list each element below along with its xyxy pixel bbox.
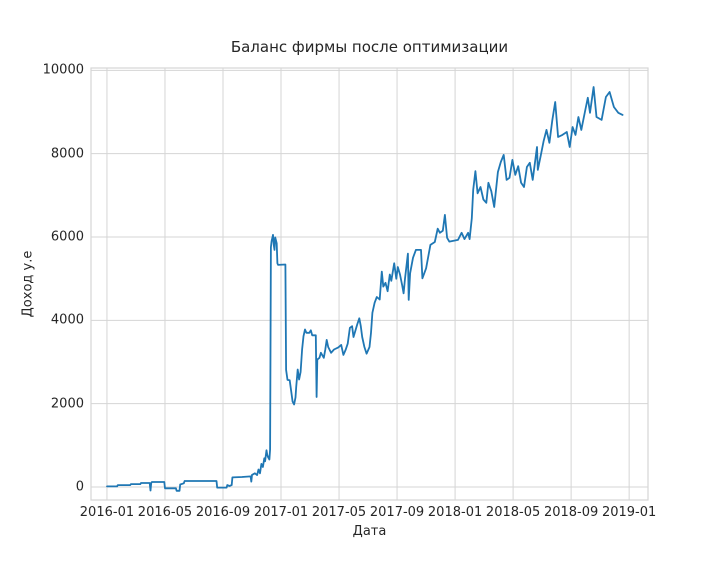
x-tick-label: 2017-05: [311, 505, 367, 520]
x-tick-label: 2018-05: [485, 505, 541, 520]
chart-title: Баланс фирмы после оптимизации: [230, 38, 509, 56]
y-tick-label: 2000: [50, 396, 84, 412]
y-tick-label: 0: [75, 479, 84, 495]
y-tick-label: 10000: [42, 62, 84, 78]
y-tick-label: 4000: [50, 312, 84, 328]
x-tick-label: 2016-09: [195, 505, 251, 520]
x-tick-label: 2019-01: [601, 505, 657, 520]
x-tick-label: 2016-01: [79, 505, 135, 520]
x-tick-label: 2018-09: [543, 505, 599, 520]
y-tick-label: 6000: [50, 229, 84, 245]
balance-line: [106, 86, 624, 492]
plot-border: [90, 67, 649, 501]
x-tick-label: 2017-09: [369, 505, 425, 520]
x-tick-label: 2018-01: [427, 505, 483, 520]
x-tick-label: 2016-05: [137, 505, 193, 520]
x-tick-label: 2017-01: [253, 505, 309, 520]
y-axis-label: Доход у.е: [20, 250, 36, 318]
y-tick-label: 8000: [50, 146, 84, 162]
x-axis-label: Дата: [352, 524, 387, 539]
